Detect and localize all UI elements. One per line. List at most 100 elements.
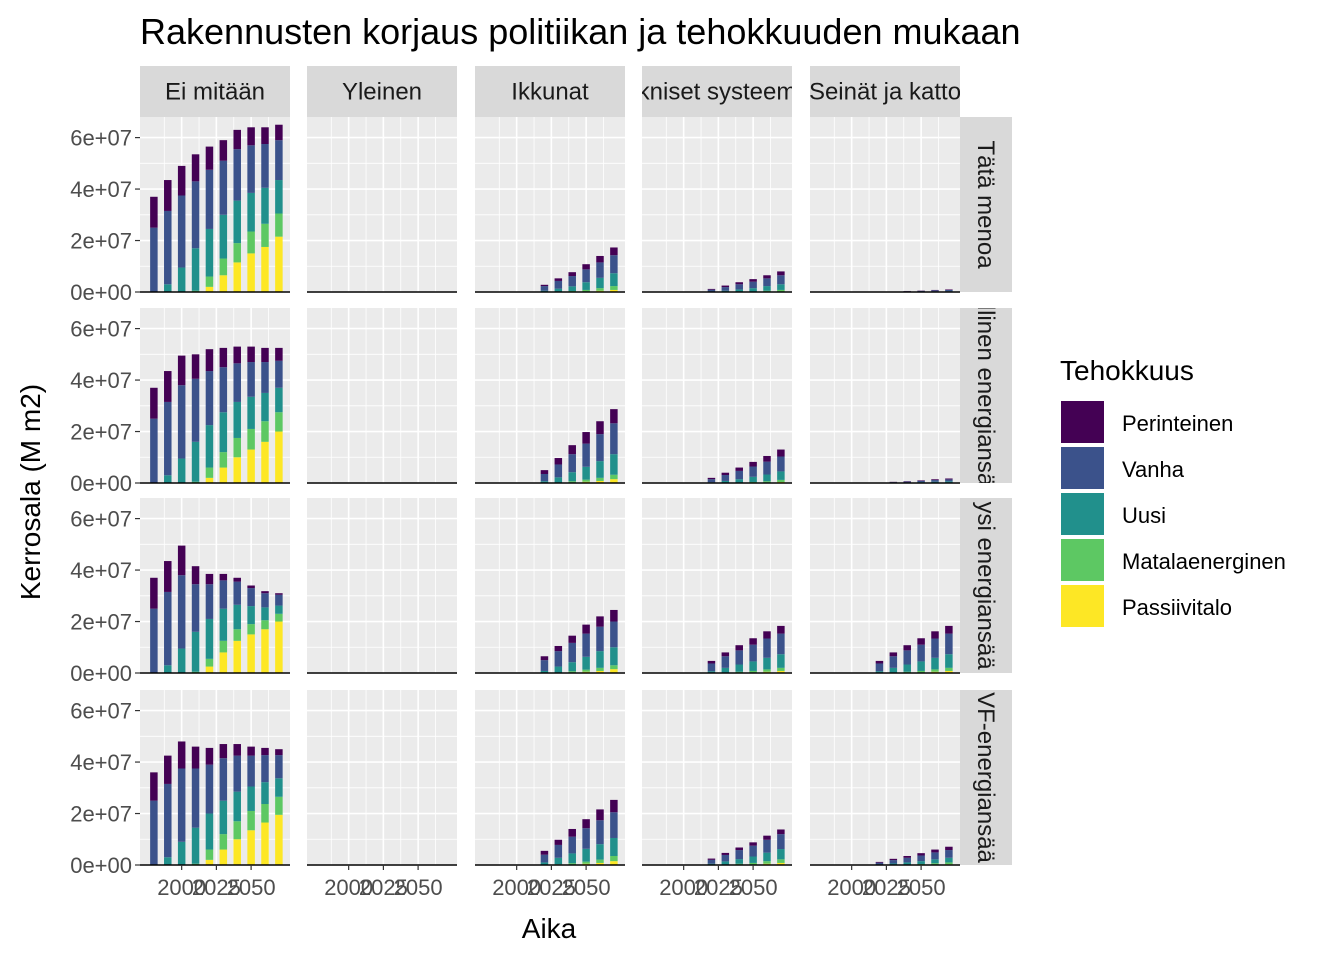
- legend-label-matalaenerginen: Matalaenerginen: [1122, 549, 1286, 574]
- bar-vanha-2030: [721, 854, 730, 862]
- bar-passiivitalo-2060: [261, 822, 269, 865]
- bar-passiivitalo-2060: [261, 629, 269, 673]
- bar-vanha-2050: [582, 269, 590, 283]
- bar-vanha-2040: [568, 836, 576, 854]
- bar-perinteinen-2030: [554, 278, 563, 281]
- bar-uusi-2020: [540, 481, 549, 483]
- bar-vanha-2020: [540, 473, 549, 482]
- bar-vanha-2010: [191, 181, 200, 249]
- bar-perinteinen-2060: [763, 275, 771, 279]
- bar-uusi-2030: [889, 667, 898, 673]
- bar-uusi-2060: [763, 657, 771, 670]
- bar-uusi-2050: [917, 861, 925, 864]
- bar-perinteinen-2040: [568, 635, 576, 643]
- bar-matalaenerginen-2040: [233, 629, 241, 641]
- bar-passiivitalo-2020: [205, 666, 214, 673]
- bar-matalaenerginen-2070: [610, 474, 618, 480]
- bar-vanha-2060: [596, 434, 604, 462]
- bar-uusi-2020: [540, 862, 549, 865]
- panel-r2-c1: [307, 498, 457, 674]
- facet-panels: [140, 117, 960, 866]
- bar-uusi-2060: [596, 461, 604, 478]
- bar-perinteinen-2070: [610, 409, 618, 424]
- bar-vanha-2070: [275, 140, 283, 181]
- bar-uusi-2070: [610, 454, 618, 475]
- y-tick-label: 0e+00: [70, 280, 132, 305]
- bar-vanha-2070: [945, 479, 953, 482]
- bar-passiivitalo-2020: [205, 859, 214, 865]
- bar-perinteinen-2040: [568, 272, 576, 277]
- bar-uusi-2020: [875, 671, 884, 673]
- bar-perinteinen-2040: [735, 467, 743, 471]
- row-strip-1: llinen energiansä: [960, 305, 1012, 487]
- col-strip-bg: [642, 66, 792, 117]
- bar-vanha-2070: [777, 456, 785, 472]
- col-strip-bg: [475, 66, 625, 117]
- panel-background: [307, 498, 457, 673]
- bar-uusi-2070: [610, 273, 618, 287]
- bar-matalaenerginen-2020: [205, 849, 214, 860]
- bar-matalaenerginen-2070: [275, 412, 283, 432]
- bar-perinteinen-2020: [707, 477, 716, 480]
- bar-vanha-2060: [763, 461, 771, 475]
- bar-uusi-2030: [219, 800, 228, 835]
- panel-r3-c4: [810, 690, 960, 866]
- bar-uusi-2050: [917, 661, 925, 671]
- bar-perinteinen-2050: [247, 585, 255, 589]
- bar-uusi-2060: [596, 651, 604, 668]
- bar-perinteinen-2030: [554, 458, 563, 465]
- bar-vanha-2020: [875, 862, 884, 865]
- bar-uusi-2040: [735, 664, 743, 672]
- bar-matalaenerginen-2070: [777, 859, 785, 863]
- bar-vanha-2060: [931, 290, 939, 292]
- x-tick-label: 2025: [527, 875, 576, 900]
- bar-perinteinen-2050: [749, 842, 757, 846]
- col-strip-2: Ikkunat: [475, 66, 625, 117]
- bar-uusi-2020: [205, 425, 214, 468]
- bar-uusi-2030: [554, 477, 563, 483]
- bar-matalaenerginen-2060: [931, 669, 939, 672]
- bar-perinteinen-2060: [596, 809, 604, 821]
- bar-uusi-1990: [164, 475, 172, 483]
- bar-perinteinen-2000: [177, 355, 186, 386]
- bar-uusi-2060: [261, 392, 269, 422]
- bar-perinteinen-2020: [707, 660, 716, 664]
- x-tick-label: 2025: [192, 875, 241, 900]
- bar-matalaenerginen-2070: [777, 479, 785, 482]
- bar-vanha-2030: [889, 860, 898, 864]
- bar-uusi-2070: [275, 387, 283, 413]
- bar-vanha-2050: [582, 633, 590, 657]
- bar-uusi-2020: [205, 228, 214, 277]
- bar-matalaenerginen-2060: [931, 863, 939, 865]
- bar-perinteinen-2020: [205, 146, 214, 170]
- bar-uusi-2000: [177, 841, 186, 865]
- bar-vanha-2060: [261, 144, 269, 188]
- y-axis-title: Kerrosala (M m2): [15, 384, 46, 600]
- bar-uusi-2030: [219, 608, 228, 641]
- bar-vanha-2060: [261, 755, 269, 783]
- bar-uusi-2070: [945, 857, 953, 863]
- bar-perinteinen-2050: [917, 480, 925, 481]
- bar-uusi-2030: [219, 412, 228, 453]
- bar-uusi-2060: [931, 859, 939, 864]
- panel-r0-c0: [140, 117, 290, 293]
- bar-passiivitalo-2050: [247, 449, 255, 483]
- bar-passiivitalo-2070: [610, 289, 618, 292]
- bar-perinteinen-2000: [177, 545, 186, 576]
- bar-passiivitalo-2070: [777, 670, 785, 673]
- bar-vanha-2070: [610, 255, 618, 274]
- bar-uusi-2040: [233, 200, 241, 244]
- row-strip-label: ysi energiansää: [972, 501, 999, 670]
- bar-perinteinen-2020: [540, 656, 549, 661]
- x-tick-label: 2050: [394, 875, 443, 900]
- bar-matalaenerginen-2070: [610, 286, 618, 290]
- y-tick-label: 4e+07: [70, 558, 132, 583]
- bar-perinteinen-2030: [889, 652, 898, 657]
- row-strip-label: llinen energiansä: [972, 305, 999, 487]
- y-tick-label: 2e+07: [70, 420, 132, 445]
- bar-vanha-1990: [164, 210, 172, 285]
- panel-r0-c1: [307, 117, 457, 293]
- bar-matalaenerginen-2040: [233, 437, 241, 458]
